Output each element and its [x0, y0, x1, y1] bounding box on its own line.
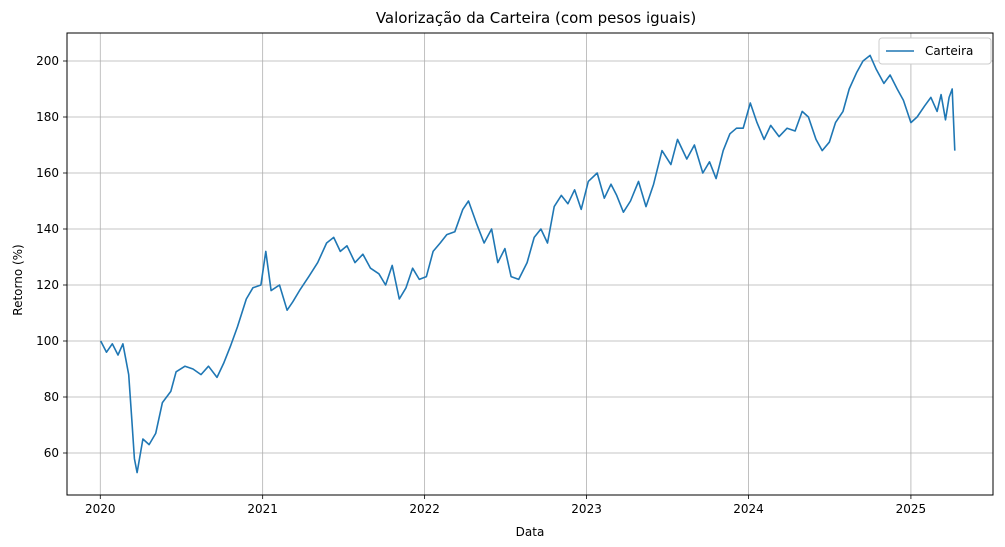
x-tick-label: 2022 [409, 502, 440, 516]
x-axis-label: Data [516, 525, 545, 539]
legend-box [878, 37, 992, 65]
x-tick-label: 2025 [896, 502, 927, 516]
series-line-carteira [99, 54, 956, 474]
x-axis: 2020 2021 2022 2023 2024 2025 [85, 495, 926, 516]
y-tick-label: 60 [44, 446, 59, 460]
y-tick-label: 80 [44, 390, 59, 404]
x-tick-label: 2021 [247, 502, 278, 516]
y-tick-label: 140 [36, 222, 59, 236]
y-tick-label: 180 [36, 110, 59, 124]
y-axis: 60 80 100 120 140 160 180 200 [36, 54, 67, 460]
x-tick-label: 2024 [733, 502, 764, 516]
x-tick-label: 2020 [85, 502, 116, 516]
y-tick-label: 160 [36, 166, 59, 180]
plot-area-frame [66, 32, 994, 496]
y-axis-label: Retorno (%) [11, 244, 25, 315]
x-tick-label: 2023 [571, 502, 602, 516]
y-tick-label: 120 [36, 278, 59, 292]
legend: Carteira [878, 37, 992, 65]
chart-title: Valorização da Carteira (com pesos iguai… [376, 9, 696, 27]
grid [67, 33, 993, 495]
y-tick-label: 100 [36, 334, 59, 348]
legend-label-carteira: Carteira [925, 44, 973, 58]
y-tick-label: 200 [36, 54, 59, 68]
